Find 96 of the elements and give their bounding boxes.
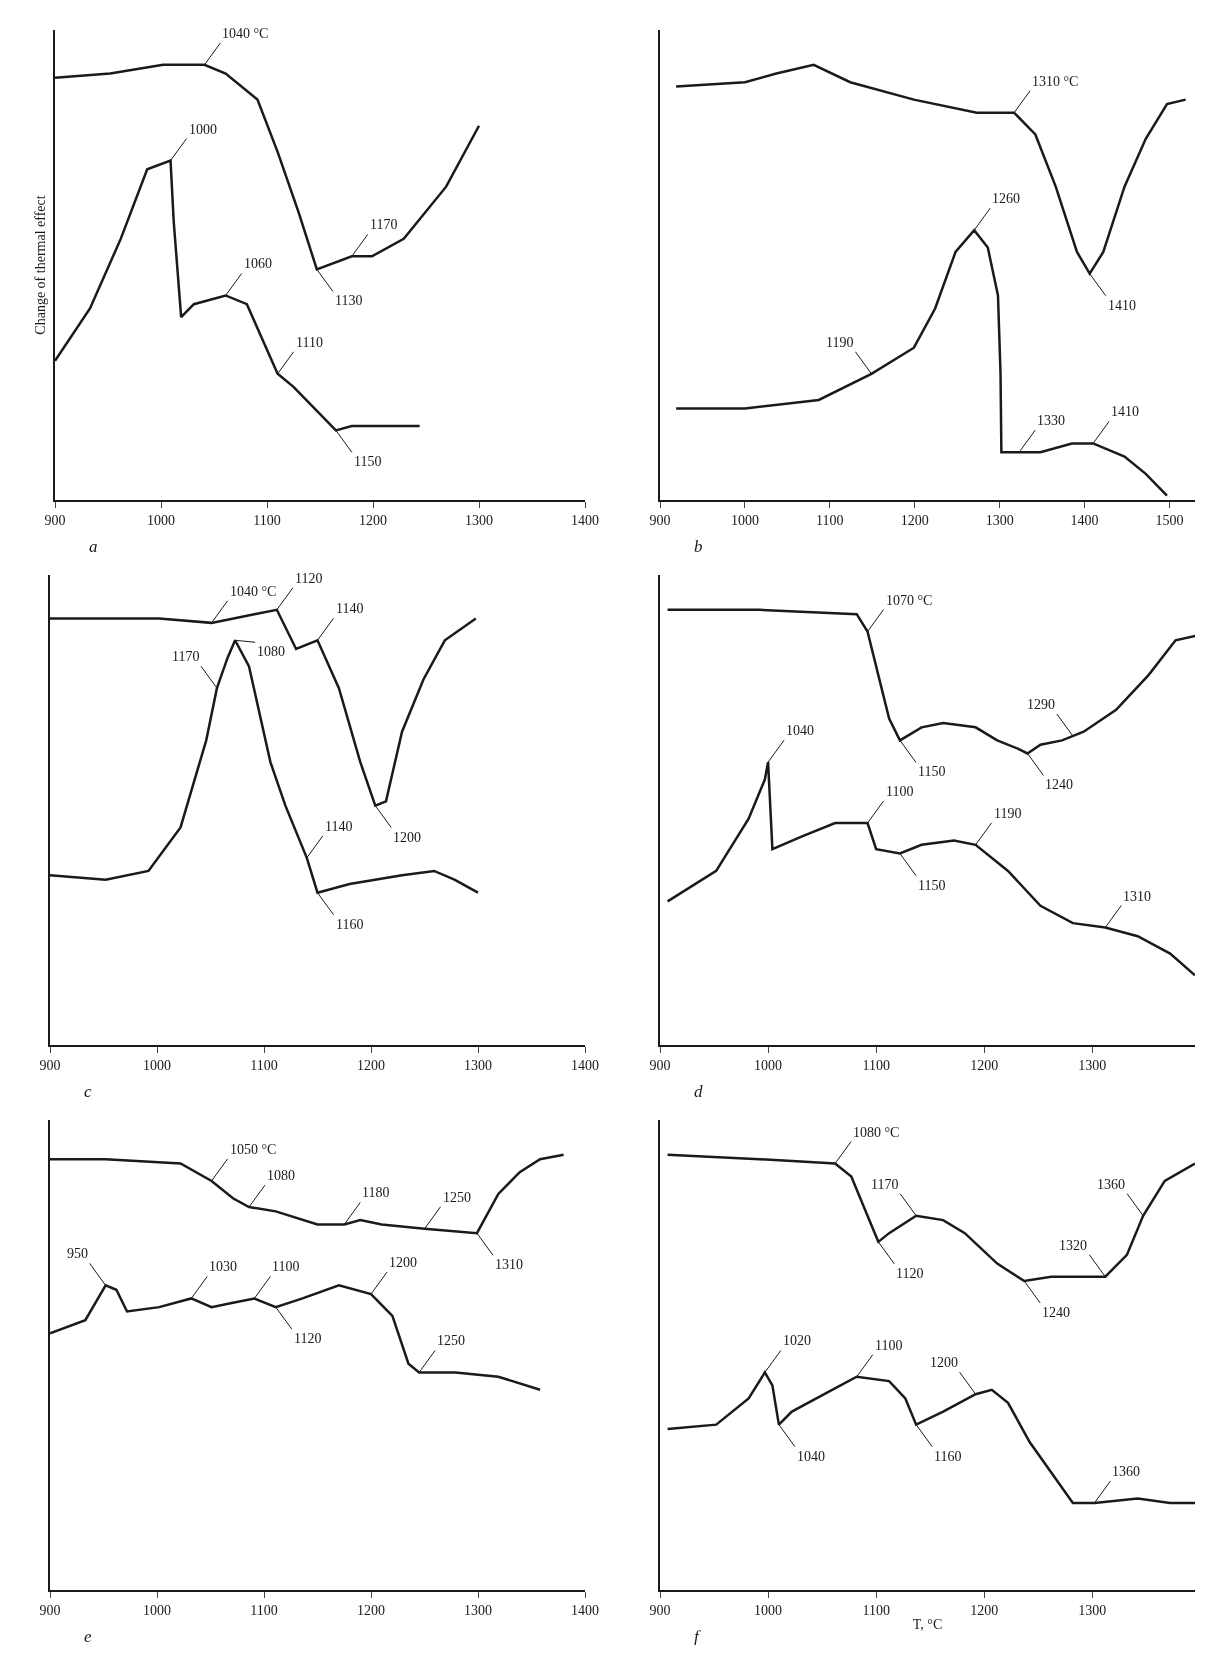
x-tick-label: 1200 (970, 1057, 999, 1073)
annotation: 1240 (1045, 777, 1073, 792)
annotation: 1140 (325, 819, 353, 834)
x-tick-label: 1100 (816, 512, 844, 528)
x-tick-label: 1100 (862, 1057, 890, 1073)
annotation: 1030 (209, 1259, 237, 1274)
annotation: 1200 (393, 830, 421, 845)
text: d (694, 1082, 703, 1101)
annotation: 1000 (189, 122, 217, 137)
annotation: 1250 (437, 1333, 465, 1348)
x-tick-label: 900 (649, 512, 671, 528)
annotation: 1190 (994, 806, 1022, 821)
x-tick-label: 1100 (250, 1602, 278, 1618)
x-tick-label: 1300 (1078, 1602, 1107, 1618)
x-tick-label: 1100 (862, 1602, 890, 1618)
x-tick-label: 1400 (571, 1057, 599, 1073)
annotation: 1150 (918, 878, 946, 893)
annotation: 1410 (1111, 404, 1139, 419)
annotation: 1040 °C (222, 26, 269, 41)
annotation: 1320 (1059, 1238, 1087, 1253)
x-tick-label: 1000 (730, 512, 759, 528)
annotation: 1100 (875, 1338, 903, 1353)
annotation: 950 (67, 1246, 88, 1261)
annotation: 1160 (934, 1449, 962, 1464)
annotation: 1410 (1108, 298, 1136, 313)
annotation: 1170 (370, 217, 398, 232)
x-tick-label: 1500 (1155, 512, 1184, 528)
x-tick-label: 1300 (465, 512, 493, 528)
x-tick-label: 1400 (571, 512, 599, 528)
x-tick-label: 1000 (143, 1602, 171, 1618)
text: a (89, 537, 98, 556)
annotation: 1080 (257, 644, 285, 659)
annotation: 1020 (783, 1333, 811, 1348)
annotation: 1120 (294, 1331, 322, 1346)
annotation: 1170 (871, 1177, 899, 1192)
annotation: 1040 °C (230, 584, 277, 599)
x-tick-label: 900 (39, 1057, 61, 1073)
annotation: 1170 (172, 649, 200, 664)
annotation: 1080 °C (853, 1125, 900, 1140)
annotation: 1100 (886, 784, 914, 799)
annotation: 1180 (362, 1185, 390, 1200)
annotation: 1260 (992, 191, 1020, 206)
x-tick-label: 1000 (754, 1602, 783, 1618)
x-tick-label: 900 (649, 1602, 671, 1618)
x-tick-label: 1000 (754, 1057, 783, 1073)
annotation: 1130 (335, 293, 363, 308)
x-tick-label: 1400 (1070, 512, 1099, 528)
annotation: 1190 (826, 335, 854, 350)
annotation: 1070 °C (886, 593, 933, 608)
x-tick-label: 1300 (1078, 1057, 1107, 1073)
x-tick-label: 1000 (147, 512, 175, 528)
x-tick-label: 1100 (253, 512, 281, 528)
annotation: 1080 (267, 1168, 295, 1183)
x-tick-label: 1200 (357, 1602, 385, 1618)
x-tick-label: 1200 (900, 512, 929, 528)
x-tick-label: 900 (44, 512, 66, 528)
annotation: 1310 °C (1032, 74, 1079, 89)
annotation: 1160 (336, 917, 364, 932)
x-tick-label: 1300 (985, 512, 1014, 528)
annotation: 1120 (896, 1266, 924, 1281)
x-tick-label: 1200 (359, 512, 387, 528)
x-tick-label: 1000 (143, 1057, 171, 1073)
annotation: 1360 (1112, 1464, 1140, 1479)
annotation: 1360 (1097, 1177, 1125, 1192)
annotation: 1240 (1042, 1305, 1070, 1320)
annotation: 1050 °C (230, 1142, 277, 1157)
annotation: 1140 (336, 601, 364, 616)
annotation: 1150 (354, 454, 382, 469)
annotation: 1040 (786, 723, 814, 738)
x-tick-label: 1200 (357, 1057, 385, 1073)
annotation: 1150 (918, 764, 946, 779)
annotation: 1250 (443, 1190, 471, 1205)
text: c (84, 1082, 92, 1101)
annotation: 1040 (797, 1449, 825, 1464)
annotation: 1310 (1123, 889, 1151, 904)
x-tick-label: 900 (39, 1602, 61, 1618)
annotation: 1200 (389, 1255, 417, 1270)
text: e (84, 1627, 92, 1646)
x-tick-label: 1300 (464, 1057, 492, 1073)
text: f (694, 1627, 701, 1646)
annotation: 1100 (272, 1259, 300, 1274)
annotation: 1290 (1027, 697, 1055, 712)
annotation: 1120 (295, 571, 323, 586)
x-tick-label: 1400 (571, 1602, 599, 1618)
y-axis-title: Change of thermal effect (33, 195, 49, 335)
annotation: 1200 (930, 1355, 958, 1370)
x-tick-label: 1200 (970, 1602, 999, 1618)
x-axis-title: T, °C (912, 1616, 943, 1632)
annotation: 1310 (495, 1257, 523, 1272)
annotation: 1110 (296, 335, 323, 350)
annotation: 1330 (1037, 413, 1065, 428)
x-tick-label: 900 (649, 1057, 671, 1073)
annotation: 1060 (244, 256, 272, 271)
x-tick-label: 1300 (464, 1602, 492, 1618)
x-tick-label: 1100 (250, 1057, 278, 1073)
text: b (694, 537, 703, 556)
